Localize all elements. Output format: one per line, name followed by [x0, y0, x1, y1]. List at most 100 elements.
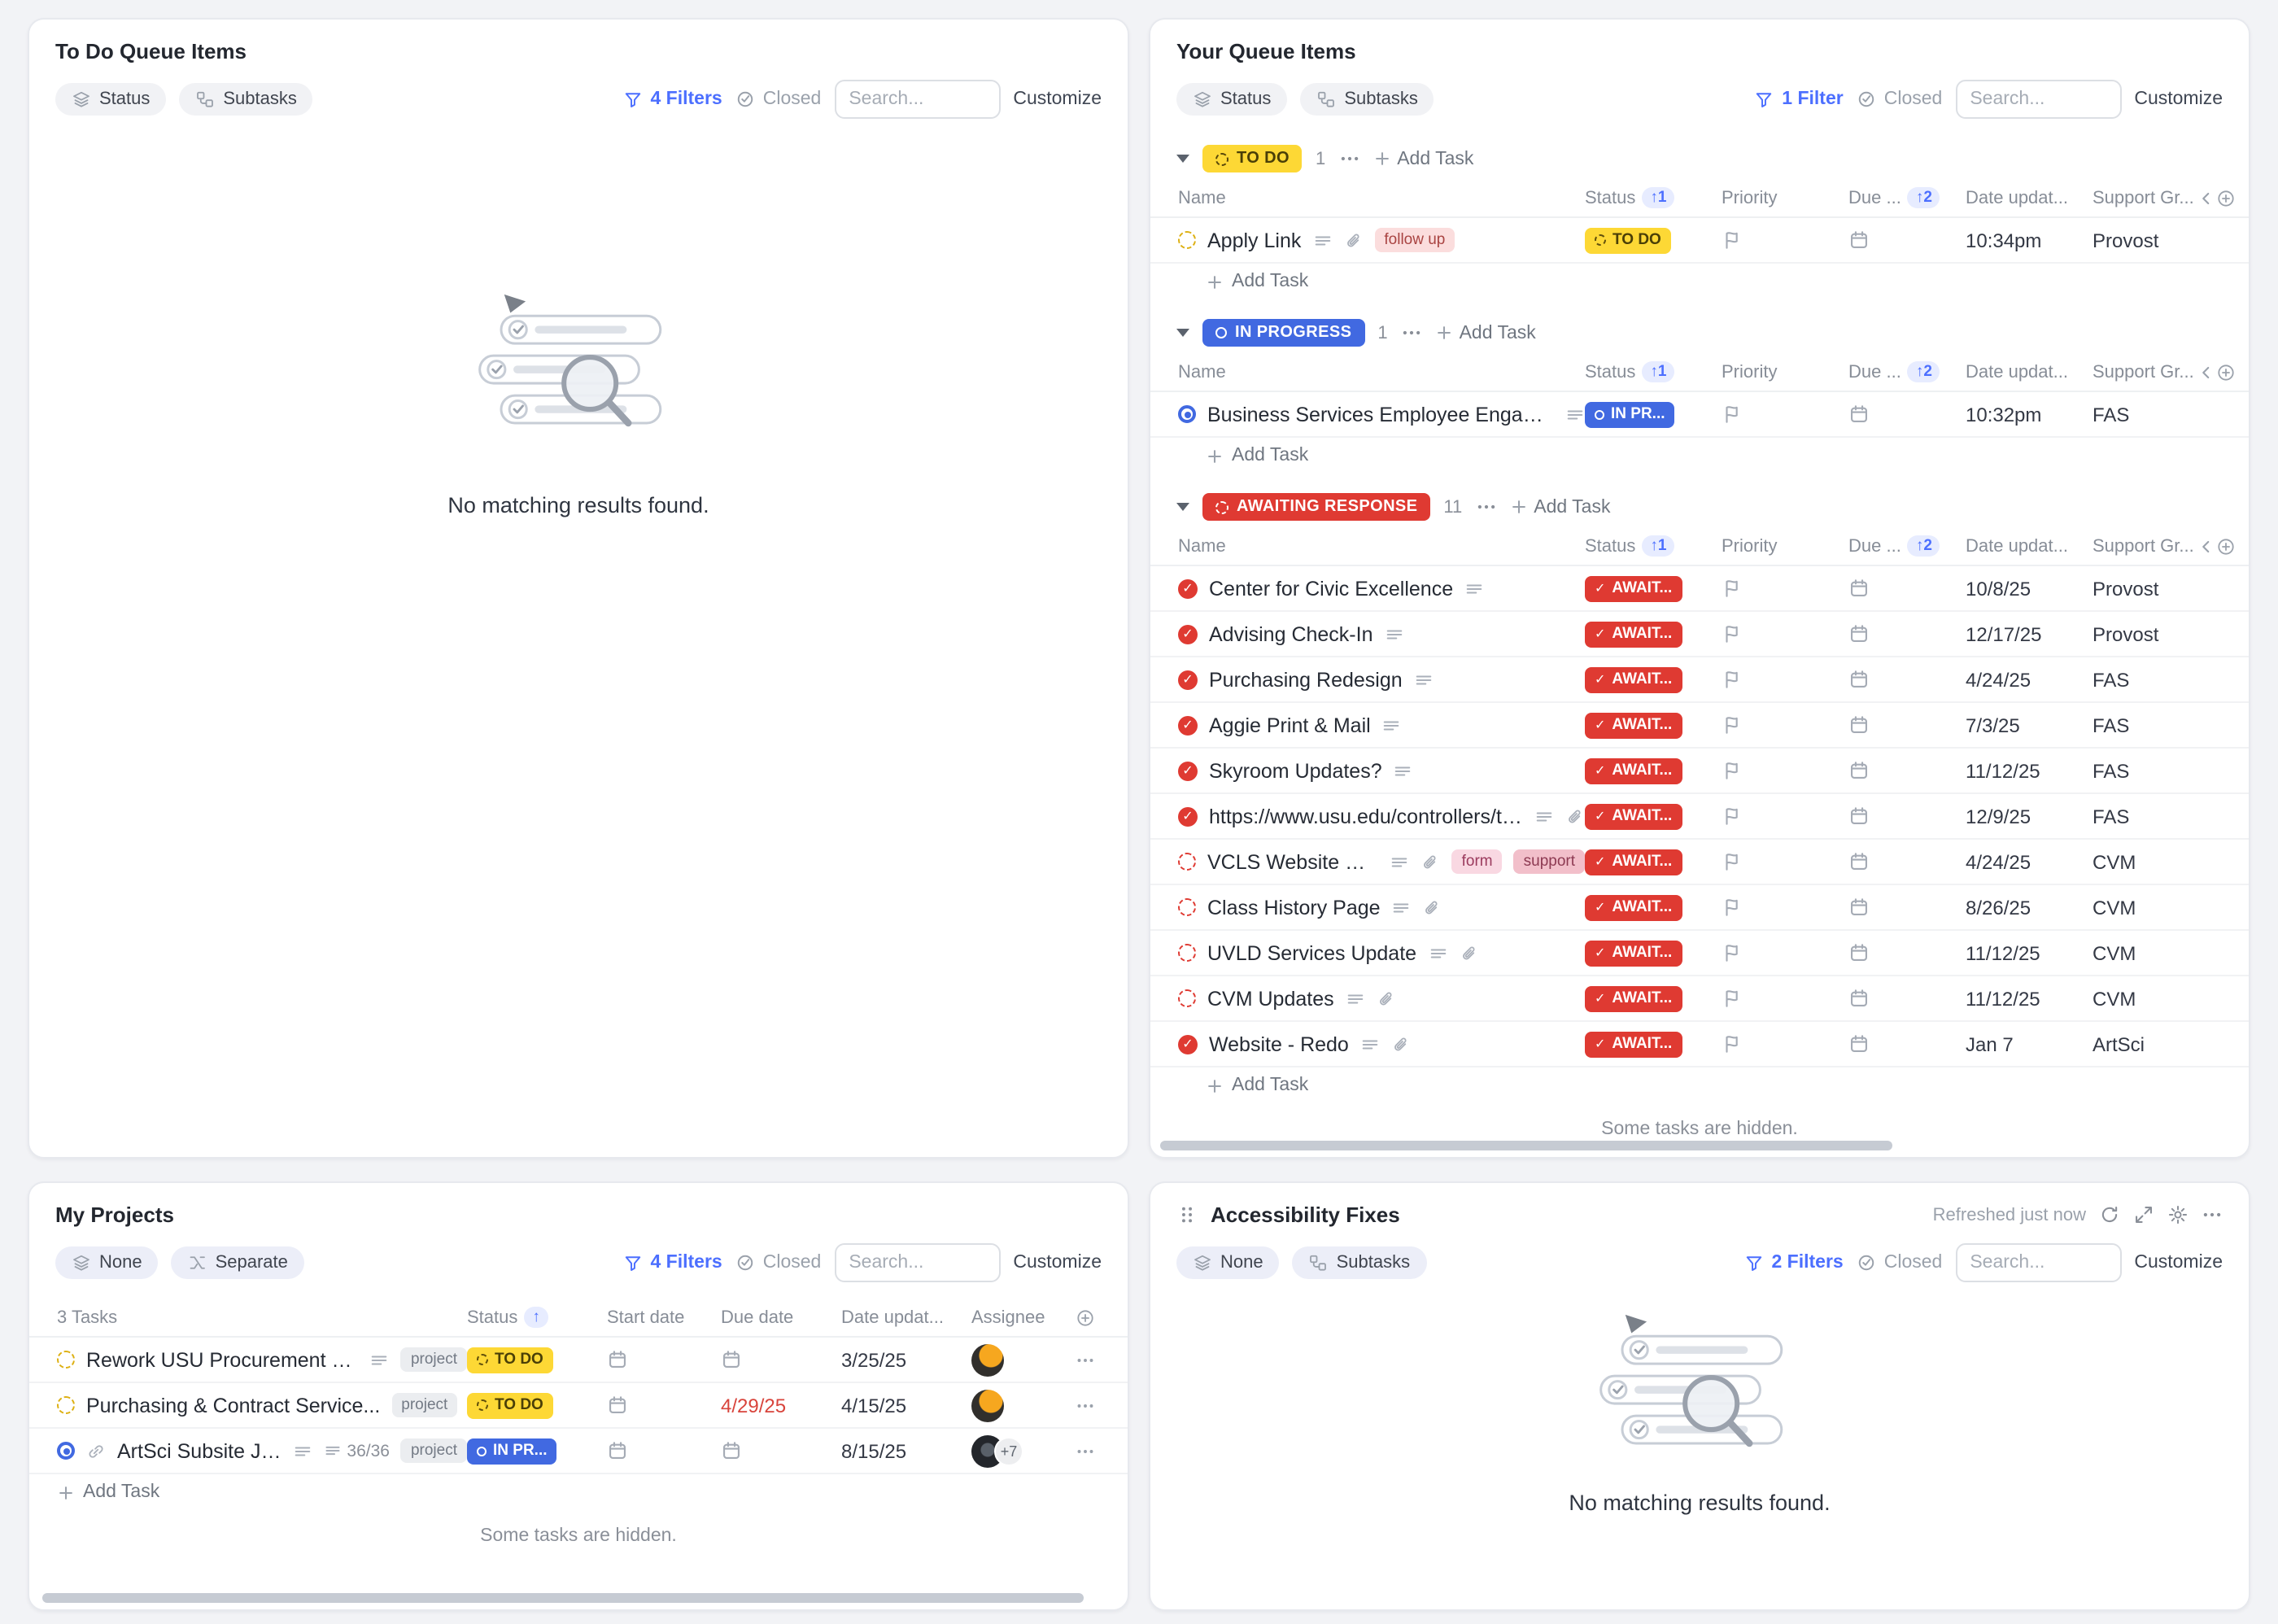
- col-name[interactable]: Name: [1178, 188, 1226, 207]
- assignee-avatar[interactable]: [971, 1343, 1004, 1376]
- row-menu-icon[interactable]: [1076, 1441, 1095, 1460]
- start-date-icon[interactable]: [607, 1349, 628, 1370]
- due-date-icon[interactable]: [1848, 669, 1870, 690]
- col-status[interactable]: Status ↑: [467, 1307, 607, 1328]
- priority-flag-icon[interactable]: [1722, 988, 1743, 1009]
- customize-button[interactable]: Customize: [2134, 1253, 2223, 1273]
- settings-gear-icon[interactable]: [2167, 1204, 2189, 1225]
- col-updated[interactable]: Date updat...: [841, 1307, 944, 1327]
- attachment-icon[interactable]: [1391, 1034, 1411, 1054]
- subtasks-chip[interactable]: Subtasks: [179, 83, 313, 116]
- status-icon-closed[interactable]: [1178, 578, 1198, 598]
- tag-form[interactable]: form: [1451, 849, 1503, 874]
- status-sort-badge[interactable]: ↑1: [1642, 187, 1675, 208]
- task-name[interactable]: Skyroom Updates?: [1209, 759, 1382, 782]
- add-task-row[interactable]: Add Task: [1150, 1067, 2249, 1105]
- status-grouping-chip[interactable]: Status: [1176, 83, 1288, 116]
- description-icon[interactable]: [370, 1350, 390, 1369]
- task-name[interactable]: CVM Updates: [1207, 987, 1334, 1010]
- closed-toggle[interactable]: Closed: [735, 1253, 821, 1273]
- due-date-icon[interactable]: [1848, 1033, 1870, 1054]
- task-name[interactable]: Center for Civic Excellence: [1209, 577, 1454, 600]
- col-start-date[interactable]: Start date: [607, 1307, 685, 1327]
- status-pill[interactable]: IN PR...: [1585, 401, 1675, 427]
- status-icon-closed[interactable]: [1178, 670, 1198, 689]
- status-pill[interactable]: AWAIT...: [1585, 712, 1682, 738]
- drag-handle-icon[interactable]: [1176, 1204, 1198, 1225]
- due-date-icon[interactable]: [1848, 623, 1870, 644]
- status-pill[interactable]: AWAIT...: [1585, 940, 1682, 966]
- col-support[interactable]: Support Gr...: [2093, 188, 2236, 207]
- attachment-icon[interactable]: [1565, 806, 1585, 826]
- task-name[interactable]: UVLD Services Update: [1207, 941, 1417, 964]
- task-row[interactable]: Purchasing Redesign AWAIT... 4/24/25 FAS: [1150, 657, 2249, 703]
- due-date-icon[interactable]: [1848, 805, 1870, 827]
- description-icon[interactable]: [1312, 230, 1332, 250]
- priority-flag-icon[interactable]: [1722, 760, 1743, 781]
- collapse-caret[interactable]: [1176, 155, 1189, 163]
- due-date-overdue[interactable]: 4/29/25: [721, 1394, 787, 1417]
- status-pill[interactable]: AWAIT...: [1585, 1031, 1682, 1057]
- description-icon[interactable]: [293, 1441, 312, 1460]
- col-support[interactable]: Support Gr...: [2093, 536, 2236, 556]
- status-icon-todo[interactable]: [1178, 231, 1196, 249]
- col-name[interactable]: Name: [1178, 362, 1226, 382]
- filters-button[interactable]: 1 Filter: [1754, 89, 1844, 109]
- status-pill[interactable]: AWAIT...: [1585, 666, 1682, 692]
- customize-button[interactable]: Customize: [2134, 89, 2223, 109]
- customize-button[interactable]: Customize: [1013, 89, 1102, 109]
- customize-button[interactable]: Customize: [1013, 1253, 1102, 1273]
- status-icon-closed[interactable]: [1178, 806, 1198, 826]
- col-priority[interactable]: Priority: [1722, 188, 1778, 207]
- task-name[interactable]: https://www.usu.edu/controllers/te...: [1209, 805, 1523, 827]
- status-icon-closed[interactable]: [1178, 624, 1198, 644]
- col-updated[interactable]: Date updat...: [1966, 362, 2068, 382]
- description-icon[interactable]: [1385, 624, 1404, 644]
- group-badge-in-progress[interactable]: IN PROGRESS: [1202, 319, 1365, 347]
- priority-flag-icon[interactable]: [1722, 404, 1743, 425]
- status-icon-in-progress[interactable]: [1178, 405, 1196, 423]
- search-input[interactable]: [834, 80, 1001, 119]
- priority-flag-icon[interactable]: [1722, 897, 1743, 918]
- status-pill[interactable]: TO DO: [467, 1392, 553, 1418]
- status-pill[interactable]: TO DO: [467, 1347, 553, 1373]
- collapse-columns-icon[interactable]: [2197, 536, 2216, 556]
- task-row[interactable]: https://www.usu.edu/controllers/te... AW…: [1150, 794, 2249, 840]
- row-menu-icon[interactable]: [1076, 1350, 1095, 1369]
- status-icon-todo[interactable]: [57, 1351, 75, 1369]
- add-task-row[interactable]: Add Task: [29, 1474, 1128, 1512]
- group-badge-awaiting-response[interactable]: AWAITING RESPONSE: [1202, 493, 1431, 521]
- task-name[interactable]: Advising Check-In: [1209, 622, 1373, 645]
- status-icon-awaiting[interactable]: [1178, 853, 1196, 871]
- description-icon[interactable]: [1565, 404, 1585, 424]
- collapse-columns-icon[interactable]: [2197, 362, 2216, 382]
- status-icon-in-progress[interactable]: [57, 1442, 75, 1460]
- attachment-icon[interactable]: [1459, 943, 1478, 963]
- description-icon[interactable]: [1414, 670, 1434, 689]
- due-date-icon[interactable]: [1848, 942, 1870, 963]
- assignee-overflow-badge[interactable]: +7: [994, 1436, 1023, 1465]
- task-name[interactable]: Business Services Employee Engagem...: [1207, 403, 1554, 426]
- priority-flag-icon[interactable]: [1722, 578, 1743, 599]
- col-status[interactable]: Status ↑1: [1585, 535, 1722, 557]
- closed-toggle[interactable]: Closed: [1857, 89, 1942, 109]
- task-row[interactable]: Advising Check-In AWAIT... 12/17/25 Prov…: [1150, 612, 2249, 657]
- horizontal-scrollbar[interactable]: [1160, 1141, 1892, 1150]
- horizontal-scrollbar[interactable]: [42, 1593, 1084, 1603]
- status-icon-awaiting[interactable]: [1178, 989, 1196, 1007]
- group-add-task-button[interactable]: Add Task: [1435, 323, 1536, 343]
- task-name[interactable]: Aggie Print & Mail: [1209, 714, 1371, 736]
- due-date-icon[interactable]: [1848, 851, 1870, 872]
- collapse-caret[interactable]: [1176, 503, 1189, 511]
- assignee-avatar[interactable]: [971, 1389, 1004, 1421]
- due-date-icon[interactable]: [1848, 229, 1870, 251]
- start-date-icon[interactable]: [607, 1395, 628, 1416]
- status-pill[interactable]: AWAIT...: [1585, 985, 1682, 1011]
- description-icon[interactable]: [1390, 852, 1410, 871]
- col-due[interactable]: Due ... ↑2: [1848, 187, 1966, 208]
- status-pill[interactable]: AWAIT...: [1585, 621, 1682, 647]
- task-row[interactable]: UVLD Services Update AWAIT... 11/12/25 C…: [1150, 931, 2249, 976]
- description-icon[interactable]: [1464, 578, 1484, 598]
- task-row[interactable]: Skyroom Updates? AWAIT... 11/12/25 FAS: [1150, 749, 2249, 794]
- description-icon[interactable]: [1534, 806, 1554, 826]
